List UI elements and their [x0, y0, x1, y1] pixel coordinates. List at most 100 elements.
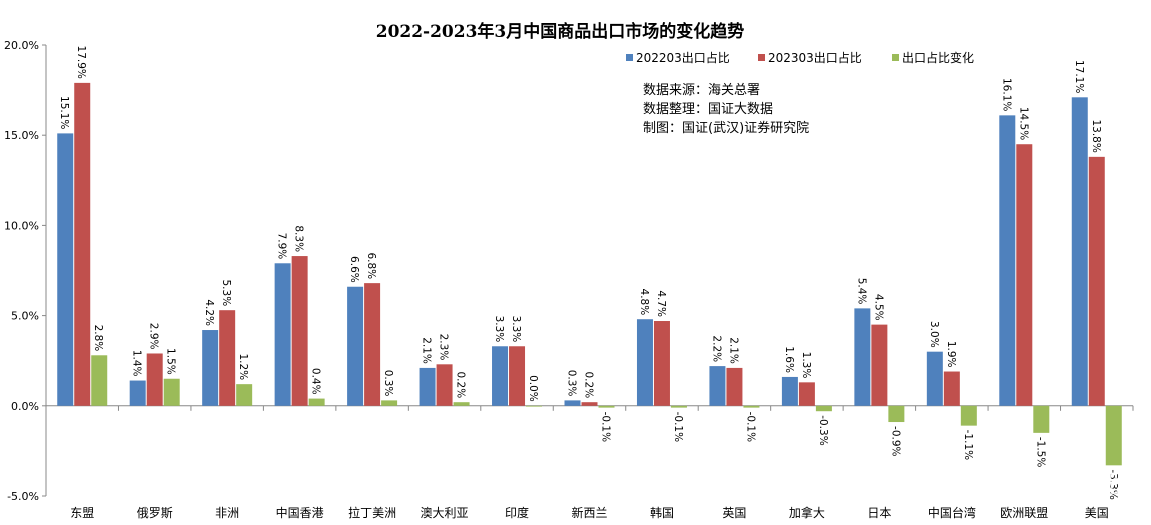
- bar: [926, 351, 943, 406]
- data-label: 3.3%: [493, 316, 505, 343]
- bar: [854, 308, 871, 406]
- data-label: 4.8%: [638, 289, 650, 316]
- x-tick-label: 东盟: [70, 506, 94, 520]
- bar: [598, 405, 615, 408]
- data-label: 1.4%: [131, 350, 143, 377]
- data-label: 0.3%: [382, 370, 394, 397]
- data-label: 2.3%: [438, 334, 450, 361]
- x-tick-label: 中国香港: [276, 505, 324, 520]
- x-tick-label: 俄罗斯: [137, 506, 173, 520]
- y-tick-label: 20.0%: [4, 39, 39, 52]
- data-label: -0.3%: [817, 415, 829, 445]
- data-label: -0.1%: [600, 412, 612, 442]
- data-label: 5.3%: [220, 280, 232, 307]
- bar: [492, 346, 509, 406]
- bar: [163, 378, 180, 406]
- legend-label: 出口占比变化: [902, 50, 974, 65]
- note-producer: 制图：国证(武汉)证券研究院: [643, 120, 809, 136]
- legend-label: 202303出口占比: [768, 50, 862, 65]
- bars: [57, 82, 1122, 466]
- data-label: -0.1%: [744, 412, 756, 442]
- data-label: -0.9%: [889, 426, 901, 456]
- bar: [236, 384, 253, 406]
- y-tick-label: 15.0%: [4, 129, 39, 142]
- data-label: 7.9%: [276, 233, 288, 260]
- data-label: 0.2%: [455, 372, 467, 399]
- bar: [1016, 144, 1033, 406]
- data-label: 6.6%: [348, 256, 360, 283]
- bar: [653, 321, 670, 406]
- data-label: -1.5%: [1034, 437, 1046, 467]
- bar: [1088, 156, 1105, 406]
- data-label: 14.5%: [1017, 107, 1029, 140]
- bar: [364, 283, 381, 406]
- data-label: 4.5%: [872, 294, 884, 321]
- data-label: 13.8%: [1090, 119, 1102, 152]
- bar: [636, 319, 653, 406]
- bar: [436, 364, 453, 406]
- data-label: -1.1%: [962, 430, 974, 460]
- bar: [1071, 97, 1088, 406]
- data-label: 1.9%: [945, 341, 957, 368]
- data-label: 15.1%: [58, 96, 70, 129]
- bar: [274, 263, 291, 406]
- y-tick-label: 0.0%: [11, 400, 39, 413]
- data-label: 6.8%: [365, 252, 377, 279]
- x-tick-label: 美国: [1085, 506, 1109, 520]
- bar: [670, 405, 687, 408]
- watermark: 知乎 @火星宏观: [900, 465, 1120, 500]
- bar: [871, 324, 888, 406]
- data-label: 0.4%: [310, 368, 322, 395]
- data-label: 0.2%: [583, 372, 595, 399]
- data-label: 2.8%: [92, 325, 104, 352]
- bar: [999, 115, 1016, 406]
- data-label: 5.4%: [855, 278, 867, 305]
- data-label: 16.1%: [1000, 78, 1012, 111]
- data-label: 4.2%: [203, 299, 215, 326]
- legend-swatch: [892, 54, 899, 61]
- data-label: 17.1%: [1073, 60, 1085, 93]
- bar: [91, 355, 108, 406]
- x-tick-label: 加拿大: [789, 505, 825, 520]
- chart-title: 2022-2023年3月中国商品出口市场的变化趋势: [376, 21, 745, 42]
- data-label: 0.0%: [527, 375, 539, 402]
- note-source: 数据来源：海关总署: [643, 83, 760, 98]
- data-label: -0.1%: [672, 412, 684, 442]
- bar: [526, 405, 543, 407]
- bar: [57, 133, 74, 406]
- legend: 202203出口占比 202303出口占比 出口占比变化: [626, 50, 974, 65]
- data-label: 17.9%: [75, 46, 87, 79]
- bar: [509, 346, 526, 406]
- x-tick-label: 欧洲联盟: [1000, 506, 1048, 520]
- bar: [709, 366, 726, 406]
- data-label: 2.9%: [148, 323, 160, 350]
- bar: [453, 402, 470, 406]
- x-tick-label: 印度: [505, 505, 529, 520]
- bar: [888, 405, 905, 423]
- bar: [1033, 405, 1050, 433]
- bar: [1105, 405, 1122, 466]
- data-label: 2.2%: [710, 335, 722, 362]
- bar: [146, 353, 163, 406]
- data-label: 1.6%: [783, 346, 795, 373]
- bar: [564, 400, 581, 406]
- data-label: 0.3%: [566, 370, 578, 397]
- bar: [202, 330, 219, 406]
- data-label: 1.3%: [800, 352, 812, 379]
- x-tick-label: 拉丁美洲: [348, 505, 396, 520]
- x-tick-label: 新西兰: [571, 505, 607, 520]
- bar: [726, 367, 743, 406]
- y-tick-label: 5.0%: [11, 310, 39, 323]
- source-notes: 数据来源：海关总署 数据整理：国证大数据 制图：国证(武汉)证券研究院: [643, 83, 809, 136]
- y-tick-label: 10.0%: [4, 219, 39, 232]
- x-tick-label: 韩国: [650, 505, 674, 520]
- data-label: 2.1%: [727, 337, 739, 364]
- legend-swatch: [626, 54, 633, 61]
- bar: [581, 402, 598, 406]
- bar: [781, 376, 798, 406]
- bar: [219, 310, 236, 406]
- bar: [960, 405, 977, 426]
- bar: [381, 400, 398, 406]
- data-label: 1.5%: [165, 348, 177, 375]
